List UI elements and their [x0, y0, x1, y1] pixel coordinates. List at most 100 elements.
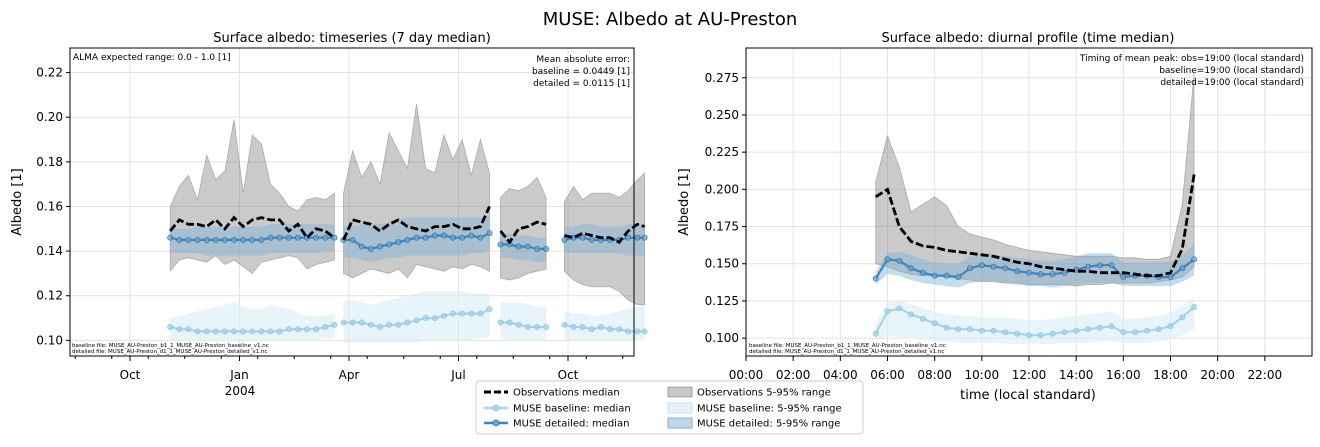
timeseries-seg3-baseline-range-band [564, 304, 645, 341]
timeseries-seg1-detailed-point [459, 234, 466, 241]
timeseries-detailed-file: detailed file: MUSE_AU-Preston_d1_1_MUSE… [72, 349, 267, 355]
diurnal-detailed-point [1061, 269, 1068, 276]
diurnal-baseline-point [955, 326, 962, 333]
diurnal-ytick-label: 0.250 [705, 108, 739, 122]
timeseries-seg1-obs-median-line [342, 205, 491, 241]
timeseries-seg3-baseline-point [588, 326, 595, 333]
legend: Observations median MUSE baseline: media… [475, 380, 864, 435]
diurnal-xtick-label: 20:00 [1200, 368, 1235, 382]
timeseries-seg0-detailed-point [267, 234, 274, 241]
timeseries-seg0-baseline-point [231, 328, 237, 335]
diurnal-ytick-label: 0.200 [705, 182, 739, 196]
timeseries-seg1-detailed-point [395, 239, 402, 246]
timeseries-seg3-detailed-point [641, 234, 648, 241]
diurnal-xtick-label: 06:00 [870, 368, 905, 382]
timeseries-seg2-detailed-point [497, 241, 504, 248]
timeseries-ytick-label: 0.16 [36, 199, 63, 213]
diurnal-baseline-point [1061, 329, 1068, 336]
diurnal-title: Surface albedo: diurnal profile (time me… [882, 31, 1175, 46]
legend-detailed-median-label: MUSE detailed: median [513, 419, 629, 430]
timeseries-seg0-detailed-point [331, 234, 338, 241]
timeseries-ytick-label: 0.12 [36, 289, 63, 303]
diurnal-panel: Surface albedo: diurnal profile (time me… [677, 31, 1313, 403]
timeseries-ytick-label: 0.22 [36, 66, 63, 80]
diurnal-baseline-point [1085, 326, 1091, 333]
diurnal-xtick-label: 10:00 [965, 368, 1000, 382]
timeseries-seg0-detailed-point [176, 236, 183, 243]
timeseries-mae-baseline: baseline = 0.0449 [1] [532, 67, 630, 77]
timeseries-seg1-baseline-point [377, 324, 383, 330]
timeseries-seg1-baseline-point [358, 319, 365, 326]
diurnal-xtick-label: 02:00 [776, 368, 811, 382]
timeseries-seg0-baseline-point [221, 328, 228, 335]
timeseries-seg0-baseline-point [331, 321, 338, 328]
diurnal-detailed-point [919, 269, 926, 276]
timeseries-axes-frame [69, 47, 635, 357]
diurnal-detailed-point [1096, 262, 1103, 269]
diurnal-detailed-point [978, 262, 985, 269]
diurnal-detailed-point [1049, 271, 1056, 278]
timeseries-seg3-detailed-point [561, 236, 568, 243]
figure-title: MUSE: Albedo at AU-Preston [543, 9, 798, 30]
timeseries-seg3-baseline-point [641, 328, 648, 335]
diurnal-detailed-point [1167, 274, 1174, 281]
timeseries-seg2-detailed-point [515, 243, 522, 250]
diurnal-detailed-point [955, 274, 962, 281]
diurnal-detailed-point [1108, 262, 1115, 269]
timeseries-seg0-detailed-point [167, 234, 174, 241]
legend-baseline-marker [492, 404, 500, 412]
timeseries-seg0-baseline-point [240, 328, 247, 335]
timeseries-seg0-baseline-point [313, 326, 320, 333]
timeseries-seg0-baseline-point [267, 328, 274, 335]
timeseries-seg0-baseline-point [322, 324, 329, 330]
diurnal-peak-baseline: baseline=19:00 (local standard) [1159, 66, 1304, 76]
timeseries-seg1-detailed-point [486, 230, 493, 237]
timeseries-seg2-baseline-point [534, 324, 540, 330]
diurnal-baseline-point [1167, 323, 1174, 330]
timeseries-seg3-detailed-point [634, 234, 641, 241]
diurnal-ylabel: Albedo [1] [677, 168, 692, 236]
diurnal-xtick-label: 18:00 [1153, 368, 1188, 382]
timeseries-seg1-detailed-point [440, 232, 447, 239]
diurnal-baseline-point [1037, 332, 1044, 339]
timeseries-seg0-baseline-point [212, 328, 219, 335]
diurnal-detailed-file: detailed file: MUSE_AU-Preston_d1_1_MUSE… [749, 349, 944, 355]
diurnal-baseline-point [1002, 329, 1009, 336]
timeseries-seg1-baseline-point [422, 315, 429, 322]
timeseries-seg0-baseline-point [294, 326, 301, 333]
diurnal-detailed-point [1191, 256, 1198, 263]
timeseries-seg0-baseline-point [249, 328, 256, 335]
timeseries-seg1-detailed-point [422, 234, 429, 241]
legend-obs-range-label: Observations 5-95% range [697, 388, 831, 399]
legend-obs-range-swatch [667, 386, 693, 398]
diurnal-detailed-point [990, 263, 997, 270]
timeseries-xtick-label: Apr [339, 368, 360, 382]
timeseries-seg3-baseline-point [634, 328, 641, 335]
diurnal-xlabel: time (local standard) [960, 388, 1096, 403]
timeseries-xtick-label: Oct [120, 368, 141, 382]
diurnal-baseline-point [908, 311, 915, 318]
diurnal-baseline-point [872, 330, 879, 337]
diurnal-peak-obs: Timing of mean peak: obs=19:00 (local st… [1079, 54, 1304, 64]
diurnal-obs-median-line [874, 174, 1196, 278]
timeseries-seg2-baseline-point [515, 321, 522, 328]
timeseries-seg0-detailed-point [258, 236, 265, 243]
timeseries-mae-title: Mean absolute error: [536, 55, 630, 65]
timeseries-seg2-baseline-range-band [500, 302, 547, 341]
timeseries-seg0-detailed-point [285, 234, 292, 241]
diurnal-peak-detailed: detailed=19:00 (local standard) [1160, 78, 1304, 88]
timeseries-seg1-baseline-point [413, 317, 420, 324]
timeseries-seg1-baseline-range-band [343, 291, 490, 343]
diurnal-baseline-point [1014, 330, 1021, 337]
diurnal-baseline-point [967, 326, 973, 333]
timeseries-seg2-baseline-point [524, 324, 531, 330]
timeseries-seg0-detailed-point [194, 236, 201, 243]
diurnal-baseline-point [1143, 327, 1150, 334]
timeseries-seg1-baseline-point [349, 319, 356, 326]
diurnal-baseline-range-band [875, 296, 1195, 345]
diurnal-baseline-point [1155, 326, 1162, 333]
timeseries-seg2-baseline-point [497, 319, 504, 326]
legend-baseline-range-label: MUSE baseline: 5-95% range [697, 404, 842, 415]
diurnal-baseline-point [919, 315, 926, 322]
